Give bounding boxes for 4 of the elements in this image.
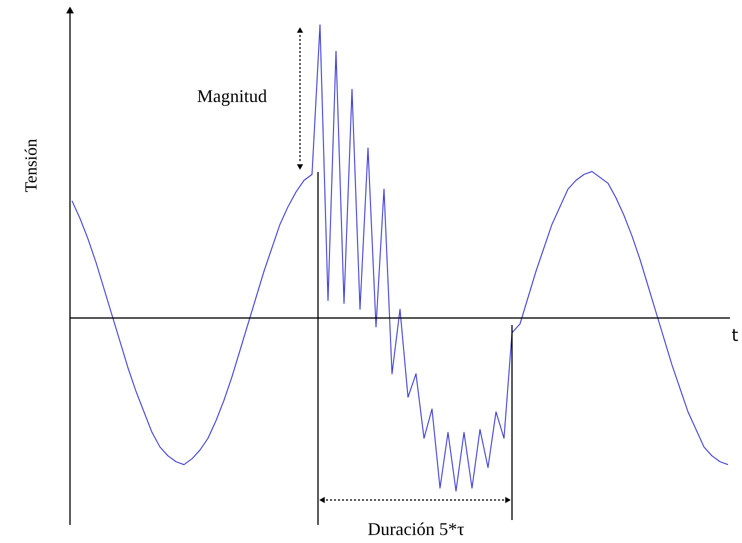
y-axis-title: Tensión [22,138,40,192]
x-axis-title: t [732,326,739,346]
text: Duración 5*τ [368,519,464,539]
annotation: Magnitud [197,86,267,106]
